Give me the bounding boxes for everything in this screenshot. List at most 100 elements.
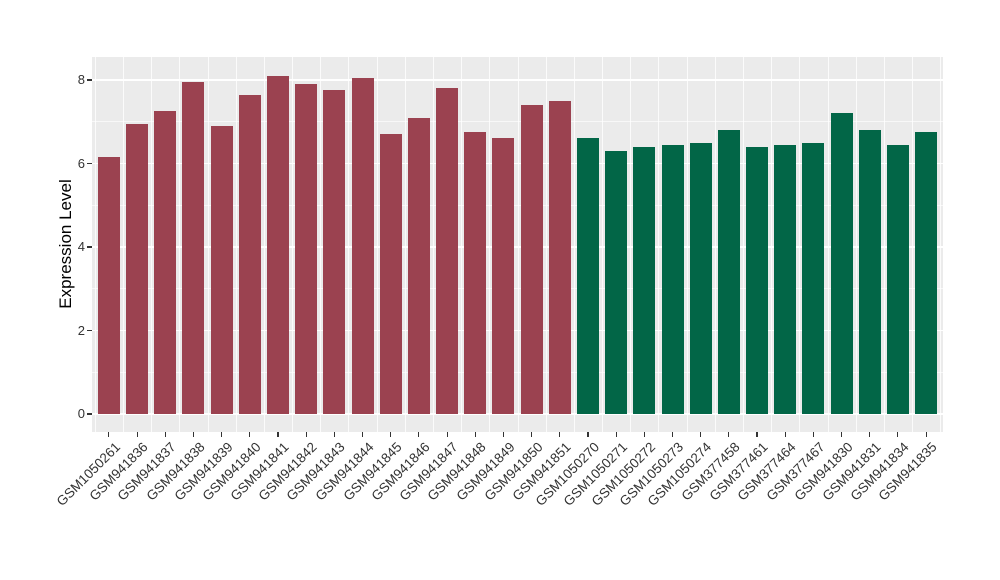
bar-GSM941844 (351, 77, 374, 414)
gridline-minor-y (92, 204, 943, 206)
gridline-x-boundary (602, 57, 603, 432)
x-tick (531, 432, 533, 437)
gridline-x-boundary (714, 57, 716, 432)
gridline-x-boundary (630, 57, 632, 432)
bar-GSM377467 (802, 142, 825, 414)
x-tick (502, 432, 504, 437)
y-tick (87, 329, 92, 332)
x-tick (390, 432, 392, 437)
gridline-major-y (92, 246, 943, 248)
bar-GSM377461 (746, 146, 768, 414)
bar-GSM941836 (126, 123, 149, 414)
bar-GSM941850 (520, 105, 543, 414)
x-tick (418, 432, 420, 437)
bar-GSM1050261 (97, 157, 120, 414)
bar-GSM941838 (182, 82, 205, 414)
x-tick (221, 432, 223, 437)
bar-GSM1050272 (633, 146, 656, 414)
bar-GSM941835 (915, 132, 938, 414)
y-tick (87, 79, 92, 81)
gridline-major-y (92, 162, 943, 165)
x-tick (249, 432, 251, 437)
gridline-x-boundary (883, 57, 885, 432)
x-tick (728, 432, 730, 437)
x-tick (700, 432, 702, 437)
bar-GSM1050270 (577, 138, 599, 414)
bar-GSM941845 (379, 134, 402, 414)
gridline-x-boundary (545, 57, 547, 432)
x-tick (277, 432, 279, 437)
gridline-x-boundary (799, 57, 801, 432)
gridline-x-boundary (573, 57, 575, 432)
gridline-x-boundary (461, 57, 463, 432)
y-tick (87, 162, 92, 165)
x-tick (897, 432, 899, 437)
bar-GSM377464 (774, 144, 797, 414)
gridline-x-boundary (263, 57, 265, 432)
x-tick (587, 432, 589, 437)
bar-GSM941839 (210, 125, 233, 414)
bar-GSM941847 (436, 88, 459, 414)
x-tick (756, 432, 758, 437)
bar-GSM941849 (492, 138, 515, 414)
x-tick (474, 432, 476, 437)
x-tick (615, 432, 617, 437)
gridline-x-boundary (235, 57, 237, 432)
gridline-x-boundary (742, 57, 744, 432)
x-tick (192, 432, 194, 437)
gridline-x-boundary (489, 57, 491, 432)
gridline-x-boundary (686, 57, 688, 432)
gridline-x-boundary (827, 57, 829, 432)
bar-GSM941834 (886, 144, 909, 414)
x-tick (784, 432, 786, 437)
gridline-x-boundary (855, 57, 857, 432)
bar-GSM941837 (154, 111, 177, 414)
x-tick (333, 432, 335, 437)
x-tick (869, 432, 871, 437)
gridline-x-boundary (123, 57, 124, 432)
y-tick-label: 2 (77, 322, 85, 338)
x-tick (136, 432, 138, 437)
y-tick-label: 4 (77, 239, 85, 254)
gridline-x-boundary (433, 57, 434, 432)
gridline-x-boundary (517, 57, 519, 432)
bar-GSM941841 (267, 75, 289, 414)
x-tick (164, 432, 166, 437)
x-tick (643, 432, 645, 437)
x-tick (812, 432, 814, 437)
bar-GSM1050271 (605, 151, 628, 414)
y-tick (87, 413, 92, 415)
y-tick-label: 0 (77, 406, 85, 421)
gridline-major-y (92, 79, 943, 81)
x-tick (559, 432, 561, 437)
y-tick (87, 246, 92, 248)
bar-GSM1050273 (661, 144, 684, 414)
gridline-x-boundary (207, 57, 209, 432)
gridline-x-boundary (404, 57, 406, 432)
bar-GSM941851 (548, 100, 571, 414)
gridline-x-boundary (179, 57, 181, 432)
bar-GSM941846 (407, 117, 430, 414)
gridline-x-boundary (771, 57, 773, 432)
gridline-x-boundary (292, 57, 294, 432)
bar-GSM941842 (295, 84, 318, 414)
gridline-major-y (92, 329, 943, 332)
x-tick (671, 432, 674, 437)
bar-GSM941831 (858, 130, 881, 414)
gridline-x-boundary (658, 57, 660, 432)
gridline-x-boundary (376, 57, 378, 432)
x-tick (361, 432, 364, 437)
plot-panel (92, 57, 943, 432)
bar-GSM941840 (238, 94, 261, 414)
y-tick-label: 6 (77, 155, 85, 171)
x-tick (841, 432, 843, 437)
x-tick (446, 432, 448, 437)
gridline-minor-y (92, 288, 943, 290)
bar-GSM941830 (830, 113, 853, 414)
bar-GSM377458 (717, 130, 740, 414)
bar-GSM941848 (464, 132, 487, 414)
x-tick (108, 432, 110, 437)
gridline-x-boundary (940, 57, 942, 432)
x-tick (305, 432, 307, 437)
gridline-x-boundary (151, 57, 153, 432)
